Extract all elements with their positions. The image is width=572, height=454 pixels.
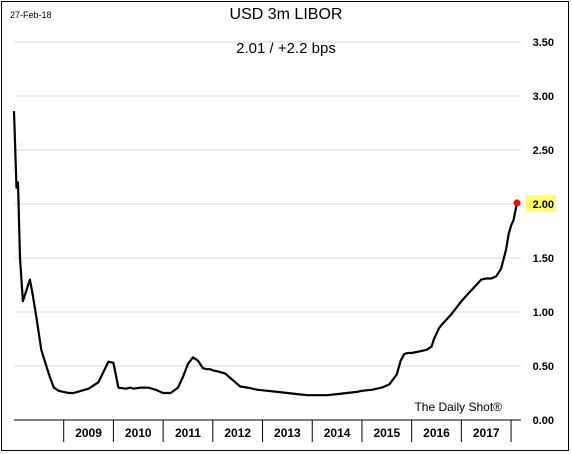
y-tick-label: 2.00	[533, 199, 554, 211]
x-tick-label: 2014	[324, 426, 351, 440]
last-value-highlight	[526, 195, 556, 212]
grid-lines	[14, 41, 521, 421]
last-point-marker	[513, 199, 521, 207]
series-line-usd-3m-libor	[12, 111, 519, 397]
watermark: The Daily Shot®	[414, 400, 502, 414]
chart-title: USD 3m LIBOR	[229, 6, 343, 23]
y-tick-label: 0.00	[533, 415, 554, 427]
x-tick-label: 2012	[224, 426, 251, 440]
x-tick-label: 2016	[423, 426, 450, 440]
x-tick-label: 2009	[75, 426, 102, 440]
y-tick-label: 2.50	[533, 145, 554, 157]
chart-subtitle: 2.01 / +2.2 bps	[236, 40, 336, 57]
x-tick-label: 2015	[373, 426, 400, 440]
x-tick-label: 2017	[473, 426, 500, 440]
y-tick-label: 1.50	[533, 253, 554, 265]
x-tick-label: 2011	[175, 426, 201, 440]
x-axis: 2009 2010 2011 2012 2013 2014 2015 2016 2017	[14, 419, 521, 442]
y-tick-label: 3.00	[533, 91, 554, 103]
x-tick-label: 2013	[274, 426, 301, 440]
y-tick-label: 1.00	[533, 307, 554, 319]
date-stamp: 27-Feb-18	[10, 10, 52, 20]
y-tick-label: 3.50	[533, 37, 554, 49]
y-tick-label: 0.50	[533, 361, 554, 373]
x-tick-label: 2010	[125, 426, 152, 440]
y-axis: 0.00 0.50 1.00 1.50 2.00 2.50 3.00 3.50	[526, 37, 556, 427]
